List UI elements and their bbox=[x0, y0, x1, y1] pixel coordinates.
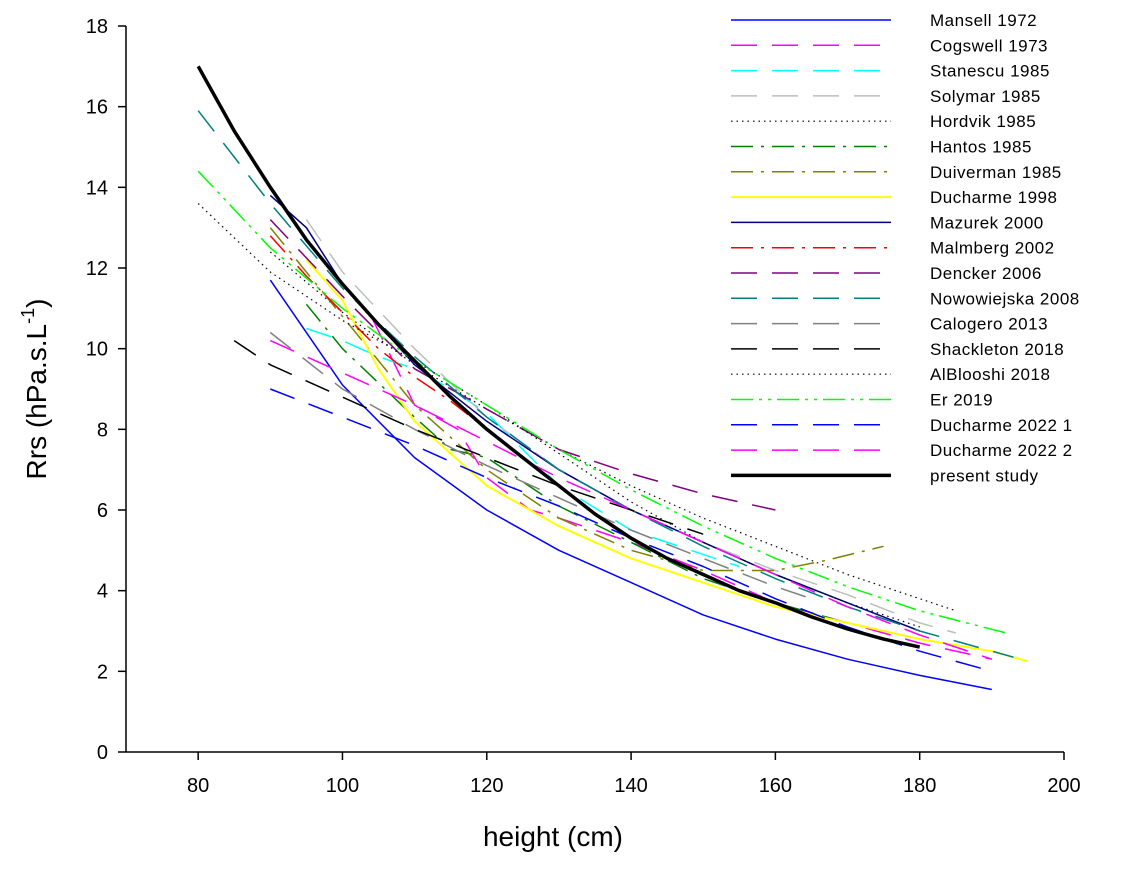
y-tick-label: 14 bbox=[86, 177, 108, 199]
legend-label: Ducharme 2022 2 bbox=[930, 441, 1073, 460]
legend-label: Er 2019 bbox=[930, 391, 993, 410]
series-line bbox=[305, 259, 1029, 663]
legend-label: Duiverman 1985 bbox=[930, 163, 1062, 182]
legend-label: Shackleton 2018 bbox=[930, 340, 1064, 359]
y-tick-label: 18 bbox=[86, 16, 108, 38]
legend-label: Dencker 2006 bbox=[930, 264, 1042, 283]
series-line bbox=[306, 327, 740, 568]
y-tick-label: 12 bbox=[86, 258, 108, 280]
series-line bbox=[269, 235, 524, 459]
legend-label: Nowowiejska 2008 bbox=[930, 289, 1080, 308]
series-line bbox=[305, 219, 957, 634]
y-tick-label: 8 bbox=[97, 419, 108, 441]
x-tick-label: 100 bbox=[326, 775, 359, 797]
series-line bbox=[269, 279, 992, 691]
series-line bbox=[197, 203, 920, 628]
plot-area bbox=[125, 26, 1064, 753]
series-line bbox=[269, 227, 884, 572]
legend-label: Solymar 1985 bbox=[930, 87, 1041, 106]
series-layer bbox=[196, 65, 1029, 691]
legend-label: present study bbox=[930, 466, 1039, 485]
y-tick-label: 0 bbox=[97, 742, 108, 764]
legend: Mansell 1972 Cogswell 1973 Stanescu 1985 So… bbox=[731, 11, 1080, 485]
y-tick-label: 6 bbox=[97, 500, 108, 522]
legend-label: Mansell 1972 bbox=[930, 11, 1037, 30]
x-tick-label: 180 bbox=[903, 775, 936, 797]
legend-label: Cogswell 1973 bbox=[930, 36, 1048, 55]
series-line bbox=[197, 170, 1007, 634]
y-axis-label: Rrs (hPa.s.L-1) bbox=[18, 299, 52, 480]
x-tick-label: 160 bbox=[759, 775, 792, 797]
y-axis-label-superscript: -1 bbox=[18, 308, 38, 324]
legend-label: Malmberg 2002 bbox=[930, 239, 1055, 258]
series-line bbox=[269, 251, 956, 612]
series-line bbox=[269, 331, 812, 600]
legend-label: Stanescu 1985 bbox=[930, 62, 1050, 81]
x-tick-label: 200 bbox=[1047, 775, 1080, 797]
legend-label: Ducharme 2022 1 bbox=[930, 416, 1073, 435]
y-tick-label: 16 bbox=[86, 97, 108, 119]
legend-label: Hordvik 1985 bbox=[930, 112, 1036, 131]
x-axis-label: height (cm) bbox=[483, 821, 623, 852]
series-line bbox=[269, 219, 776, 511]
y-tick-label: 10 bbox=[86, 339, 108, 361]
series-line bbox=[370, 316, 992, 660]
series-line bbox=[197, 110, 1014, 658]
y-tick-label: 4 bbox=[97, 581, 108, 603]
legend-label: Hantos 1985 bbox=[930, 138, 1032, 157]
series-line bbox=[196, 65, 921, 649]
x-tick-label: 140 bbox=[614, 775, 647, 797]
y-ticks: 0 2 4 6 8 10 12 14 16 18 bbox=[86, 16, 126, 764]
legend-label: AlBlooshi 2018 bbox=[930, 365, 1050, 384]
legend-label: Calogero 2013 bbox=[930, 315, 1048, 334]
legend-label: Ducharme 1998 bbox=[930, 188, 1057, 207]
y-axis-label-main: Rrs (hPa.s.L bbox=[21, 324, 52, 480]
x-tick-label: 120 bbox=[470, 775, 503, 797]
series-line bbox=[305, 303, 834, 620]
x-tick-label: 80 bbox=[187, 775, 209, 797]
y-tick-label: 2 bbox=[97, 661, 108, 683]
legend-label: Mazurek 2000 bbox=[930, 213, 1044, 232]
series-line bbox=[269, 339, 993, 660]
y-axis-label-close: ) bbox=[21, 299, 52, 308]
x-ticks: 80 100 120 140 160 180 200 bbox=[187, 752, 1081, 797]
series-line bbox=[233, 339, 704, 535]
